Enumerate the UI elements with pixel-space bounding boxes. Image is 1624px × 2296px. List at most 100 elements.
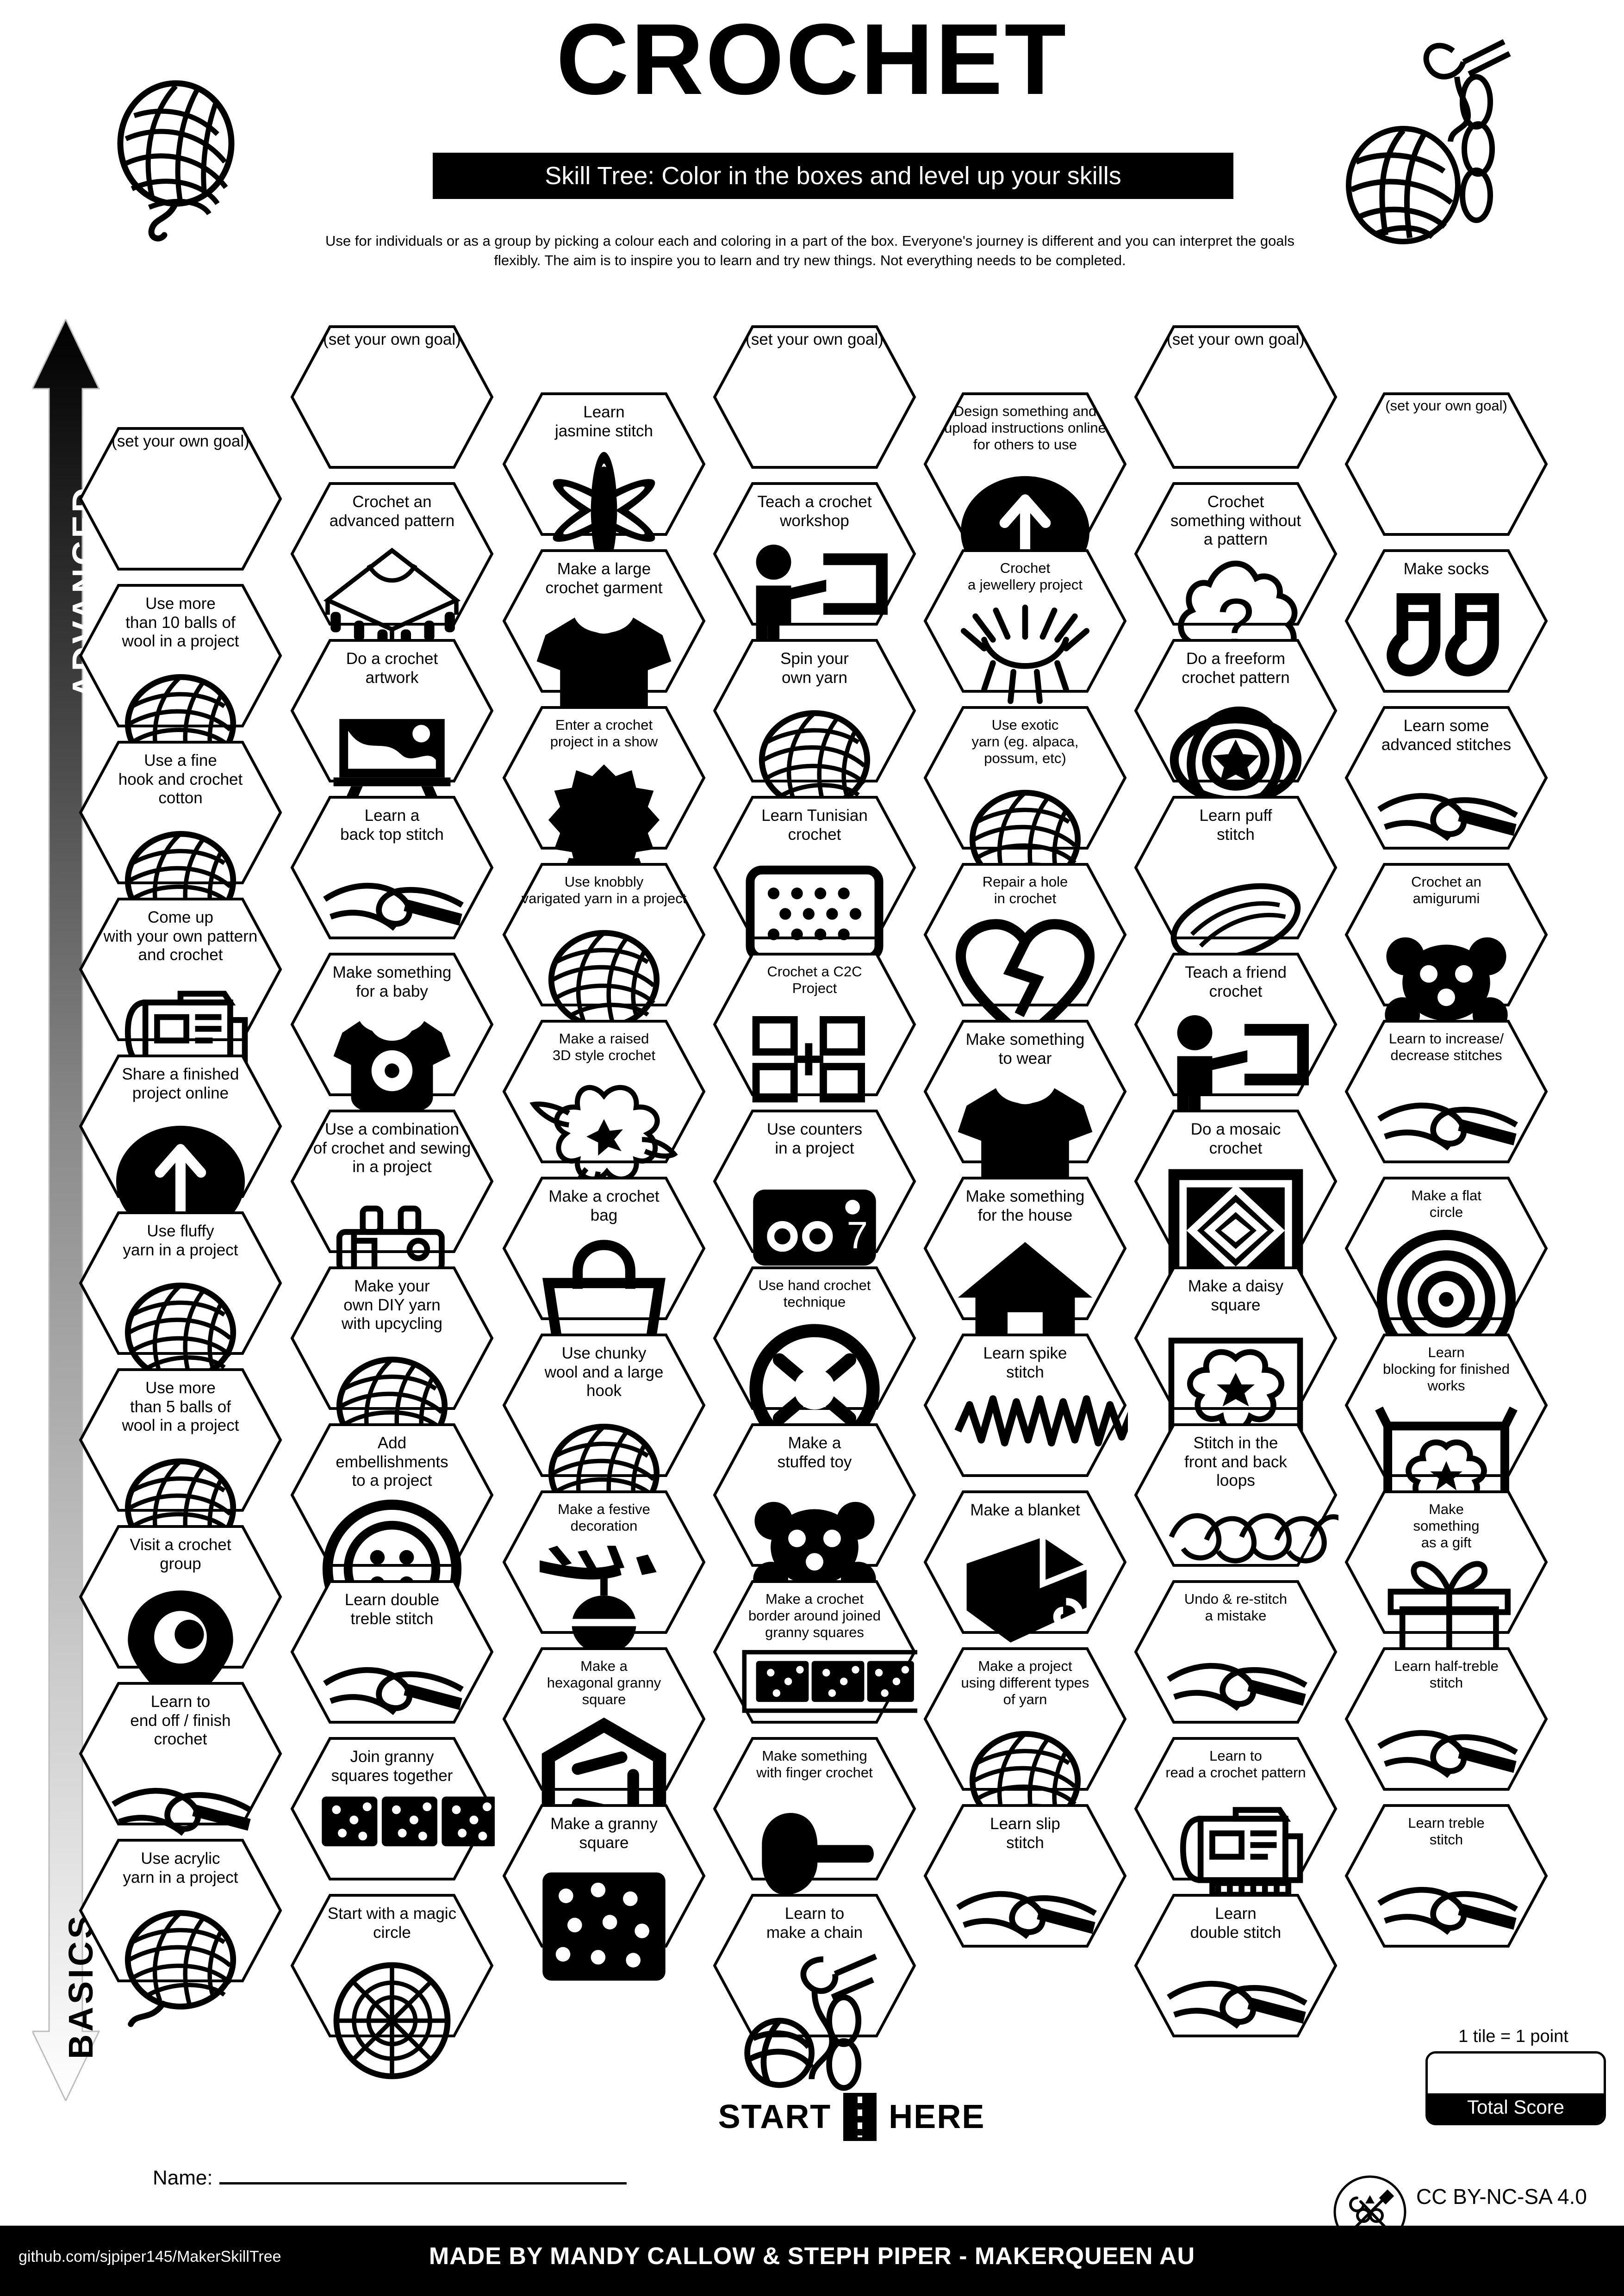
skill-tile-label: Design something and upload instructions … [944, 403, 1106, 453]
skill-tile[interactable]: Do a mosaic crochet [1133, 1108, 1338, 1292]
skill-tile[interactable]: Teach a crochet workshop [712, 481, 917, 656]
skill-tile[interactable]: Come up with your own pattern and crochet [78, 896, 283, 1081]
skill-tile-label: Learn double treble stitch [344, 1591, 440, 1628]
skill-tile[interactable]: Make a festive decoration [501, 1489, 707, 1654]
skill-tile-label: Use fluffy yarn in a project [123, 1222, 238, 1259]
skill-tile[interactable]: (set your own goal) [78, 426, 283, 572]
hexagon-outline [79, 584, 282, 727]
skill-tile[interactable]: Use counters in a project 7 [712, 1108, 917, 1266]
skill-tile[interactable]: Use exotic yarn (eg. alpaca, possum, etc) [922, 705, 1128, 907]
svg-text:7: 7 [847, 1214, 868, 1256]
skill-tile[interactable]: Make a daisy square [1133, 1265, 1338, 1440]
skill-tile[interactable]: Use fluffy yarn in a project [78, 1210, 283, 1400]
skill-tile[interactable]: (set your own goal) [1344, 391, 1549, 537]
skill-tile[interactable]: Use a fine hook and crochet cotton [78, 739, 283, 948]
skill-tile[interactable]: Do a crochet artwork [289, 638, 495, 813]
skill-tile[interactable]: Learn treble stitch [1344, 1803, 1549, 1949]
name-input-line[interactable] [219, 2161, 627, 2184]
score-entry-area[interactable] [1428, 2054, 1604, 2093]
skill-tile[interactable]: Add embellishments to a project [289, 1422, 495, 1638]
skill-tile[interactable]: Learn Tunisian crochet [712, 794, 917, 962]
hexagon-outline [1344, 1490, 1548, 1634]
skill-tile[interactable]: Make something for a baby [289, 951, 495, 1115]
skill-tile[interactable]: Learn blocking for finished works [1344, 1332, 1549, 1545]
skill-tile[interactable]: Crochet an advanced pattern [289, 481, 495, 650]
score-box[interactable]: Total Score [1425, 2051, 1606, 2125]
footer-github-link[interactable]: github.com/sjpiper145/MakerSkillTree [19, 2248, 281, 2265]
skill-tile[interactable]: Make something as a gift [1344, 1489, 1549, 1682]
intro-paragraph: Use for individuals or as a group by pic… [325, 233, 1294, 268]
skill-tile[interactable]: Make something for the house [922, 1175, 1128, 1353]
skill-tile[interactable]: Make a large crochet garment [501, 548, 707, 712]
skill-tile-label: (set your own goal) [323, 330, 461, 348]
skill-tile[interactable]: Learn jasmine stitch [501, 391, 707, 569]
skill-tile[interactable]: Crochet something without a pattern? [1133, 481, 1338, 682]
skill-tile[interactable]: Use knobbly varigated yarn in a project [501, 862, 707, 1047]
skill-tile[interactable]: Start with a magic circle [289, 1893, 495, 2079]
skill-tile[interactable]: Design something and upload instructions … [922, 391, 1128, 587]
skill-tile[interactable]: Share a finished project online [78, 1053, 283, 1237]
skill-tile[interactable]: Learn to read a crochet pattern [1133, 1736, 1338, 1898]
skill-tile[interactable]: Learn slip stitch [922, 1803, 1128, 1949]
skill-tile[interactable]: Do a freeform crochet pattern [1133, 638, 1338, 814]
skill-tile[interactable]: Learn double treble stitch [289, 1579, 495, 1725]
skill-tile[interactable]: Learn to increase/decrease stitches [1344, 1018, 1549, 1165]
skill-tile[interactable]: Make something to wear [922, 1018, 1128, 1182]
skill-tile[interactable]: Make socks [1344, 548, 1549, 694]
skill-tile[interactable]: Teach a friend crochet [1133, 951, 1338, 1127]
skill-tile-label: Stitch in the front and back loops [1184, 1434, 1287, 1490]
skill-tile[interactable]: Use a combination of crochet and sewing in… [289, 1108, 495, 1297]
skill-tile[interactable]: Crochet a jewellery project [922, 548, 1128, 704]
skill-tile[interactable]: Stitch in the front and back loops [1133, 1422, 1338, 1568]
skill-tile[interactable]: Spin your own yarn [712, 638, 917, 827]
skill-tile-label: Learn spike stitch [983, 1344, 1067, 1381]
skill-tile[interactable]: Make a blanket [922, 1489, 1128, 1643]
skill-tile-label: Use a fine hook and crochet cotton [118, 751, 243, 807]
skill-tile[interactable]: Make a flat circle [1344, 1175, 1549, 1369]
skill-tile[interactable]: (set your own goal) [712, 324, 917, 470]
skill-tile[interactable]: Learn to end off / finish crochet [78, 1681, 283, 1836]
skill-tile-label: Learn blocking for finished works [1383, 1344, 1510, 1394]
skill-tile[interactable]: Use more than 10 balls of wool in a projec… [78, 583, 283, 791]
skill-tile[interactable]: Make a hexagonal granny square [501, 1646, 707, 1856]
score-box-label: Total Score [1428, 2093, 1604, 2123]
skill-tile[interactable]: Join granny squares together [289, 1736, 495, 1882]
hexagon-outline [1134, 796, 1338, 939]
skill-tile[interactable]: Make a crochet border around joined granny… [712, 1579, 917, 1725]
skill-tile[interactable]: Repair a hole in crochet [922, 862, 1128, 1045]
skill-tile[interactable]: Learn half-treble stitch [1344, 1646, 1549, 1792]
skill-tile[interactable]: Use hand crochet technique [712, 1265, 917, 1454]
skill-tile[interactable]: Learn a back top stitch [289, 794, 495, 941]
skill-tile[interactable]: Learn puff stitch [1133, 794, 1338, 962]
skill-tile[interactable]: Crochet a C2C Project [712, 951, 917, 1103]
skill-tile[interactable]: Make a crochet bag [501, 1175, 707, 1365]
skill-tile[interactable]: Use acrylic yarn in a project [78, 1837, 283, 2027]
skill-tile[interactable]: Learn spike stitch [922, 1332, 1128, 1478]
skill-tile[interactable]: (set your own goal) [289, 324, 495, 470]
skill-tile[interactable]: Crochet an amigurumi [1344, 862, 1549, 1033]
skill-tile[interactable]: Make a granny square [501, 1803, 707, 1981]
skill-tile[interactable]: Use chunky wool and a large hook [501, 1332, 707, 1541]
skill-tile[interactable]: Make your own DIY yarn with upcycling [289, 1265, 495, 1474]
page-header: CROCHET Skill Tree: Color in the boxes a… [0, 0, 1624, 296]
skill-tile[interactable]: Learn double stitch [1133, 1893, 1338, 2039]
hexagon-outline [1134, 1894, 1338, 2037]
skill-tile-label: Learn puff stitch [1199, 807, 1272, 844]
yarn-ball-illustration-left [106, 79, 259, 245]
skill-tile-label: Repair a hole in crochet [982, 874, 1068, 906]
skill-tile[interactable]: Make something with finger crochet [712, 1736, 917, 1895]
skill-tile[interactable]: Make a stuffed toy [712, 1422, 917, 1597]
skill-tile[interactable]: Learn to make a chain [712, 1893, 917, 2091]
skill-tile[interactable]: Make a project using different types of ya… [922, 1646, 1128, 1848]
skill-tile[interactable]: Use more than 5 balls of wool in a project [78, 1367, 283, 1576]
skill-tile-label: Use acrylic yarn in a project [123, 1849, 238, 1886]
skill-tile[interactable]: Make a raised 3D style crochet [501, 1018, 707, 1208]
skill-tile[interactable]: Enter a crochet project in a show [501, 705, 707, 896]
skill-tile-label: Make socks [1403, 560, 1489, 578]
skill-tile[interactable]: Visit a crochet group [78, 1524, 283, 1713]
skill-tile[interactable]: Learn some advanced stitches [1344, 705, 1549, 851]
skill-tile[interactable]: Undo & re-stitch a mistake [1133, 1579, 1338, 1725]
skill-tile-label: Learn to increase/decrease stitches [1388, 1030, 1504, 1063]
skill-tile[interactable]: (set your own goal) [1133, 324, 1338, 470]
